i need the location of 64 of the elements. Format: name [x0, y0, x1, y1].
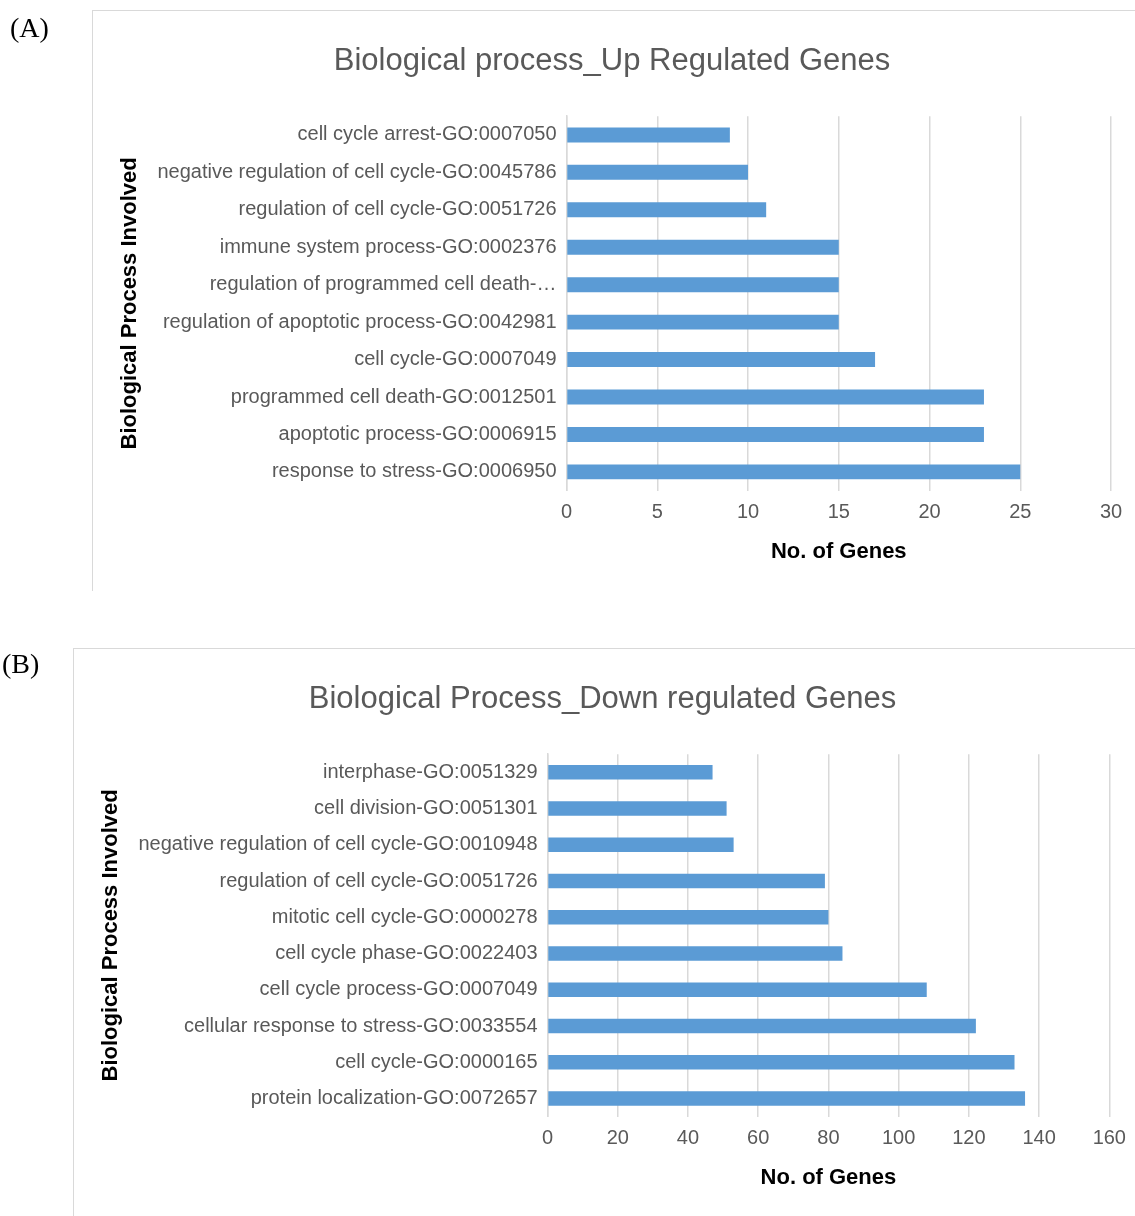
- y-tick-label: negative regulation of cell cycle-GO:0045786: [157, 159, 557, 182]
- x-tick-label: 100: [881, 1126, 916, 1149]
- x-axis-title: No. of Genes: [770, 537, 907, 563]
- y-tick-label: cell cycle-GO:0000165: [335, 1049, 538, 1072]
- x-tick-label: 30: [1099, 500, 1123, 523]
- y-tick-label: regulation of programmed cell death-…: [209, 272, 557, 295]
- y-tick-label: regulation of cell cycle-GO:0051726: [219, 868, 538, 891]
- x-tick-label: 80: [817, 1126, 840, 1149]
- bar: [567, 277, 839, 293]
- bar: [548, 1054, 1015, 1070]
- x-tick-label: 25: [1009, 500, 1032, 523]
- y-tick-label: cell cycle arrest-GO:0007050: [297, 122, 557, 145]
- chart-title: Biological process_Up Regulated Genes: [333, 42, 891, 78]
- x-tick-label: 10: [736, 500, 760, 523]
- bar: [567, 426, 984, 442]
- x-tick-label: 140: [1022, 1126, 1056, 1149]
- x-tick-label: 120: [952, 1126, 986, 1149]
- bar: [548, 910, 829, 925]
- x-tick-label: 0: [560, 500, 573, 523]
- text: (B): [2, 648, 40, 680]
- bar: [548, 982, 927, 998]
- y-tick-label: cell cycle phase-GO:0022403: [275, 941, 538, 964]
- y-tick-label: apoptotic process-GO:0006915: [278, 421, 557, 444]
- y-tick-label: cell cycle process-GO:0007049: [259, 977, 538, 1000]
- bar: [567, 314, 839, 330]
- y-tick-label: cell division-GO:0051301: [314, 796, 538, 819]
- bar: [548, 837, 734, 853]
- x-tick-label: 0: [541, 1126, 554, 1149]
- bar: [548, 1091, 1026, 1106]
- bar: [567, 389, 984, 405]
- y-tick-label: mitotic cell cycle-GO:0000278: [271, 904, 538, 927]
- bar: [548, 801, 727, 816]
- y-tick-label: cell cycle-GO:0007049: [354, 347, 557, 370]
- x-axis-title: No. of Genes: [760, 1163, 897, 1189]
- bar: [567, 164, 749, 180]
- y-tick-label: interphase-GO:0051329: [322, 759, 538, 782]
- y-tick-label: cellular response to stress-GO:0033554: [184, 1013, 538, 1036]
- y-tick-label: regulation of cell cycle-GO:0051726: [238, 197, 557, 220]
- text: (A): [10, 12, 49, 44]
- y-axis-title: Biological Process Involved: [116, 157, 142, 450]
- bar: [548, 873, 825, 889]
- x-tick-label: 5: [651, 500, 663, 523]
- y-tick-label: programmed cell death-GO:0012501: [230, 384, 557, 407]
- y-tick-label: regulation of apoptotic process-GO:0042981: [162, 309, 557, 332]
- y-tick-label: response to stress-GO:0006950: [271, 459, 557, 482]
- bar: [567, 202, 767, 218]
- x-tick-label: 60: [747, 1126, 770, 1149]
- bar: [567, 352, 876, 368]
- bar: [548, 1018, 976, 1034]
- x-tick-label: 20: [606, 1126, 629, 1149]
- bar: [567, 239, 839, 255]
- y-tick-label: negative regulation of cell cycle-GO:0010948: [138, 832, 538, 855]
- bar: [567, 127, 730, 143]
- y-tick-label: protein localization-GO:0072657: [250, 1086, 538, 1108]
- x-tick-label: 40: [676, 1126, 700, 1149]
- x-tick-label: 20: [918, 500, 941, 523]
- chart-title: Biological Process_Down regulated Genes: [308, 680, 897, 716]
- x-tick-label: 15: [827, 500, 850, 523]
- bar: [548, 946, 843, 961]
- bar: [567, 464, 1021, 480]
- y-tick-label: immune system process-GO:0002376: [219, 234, 557, 257]
- y-axis-title: Biological Process Involved: [97, 789, 123, 1082]
- bar: [548, 765, 713, 780]
- x-tick-label: 160: [1092, 1126, 1126, 1149]
